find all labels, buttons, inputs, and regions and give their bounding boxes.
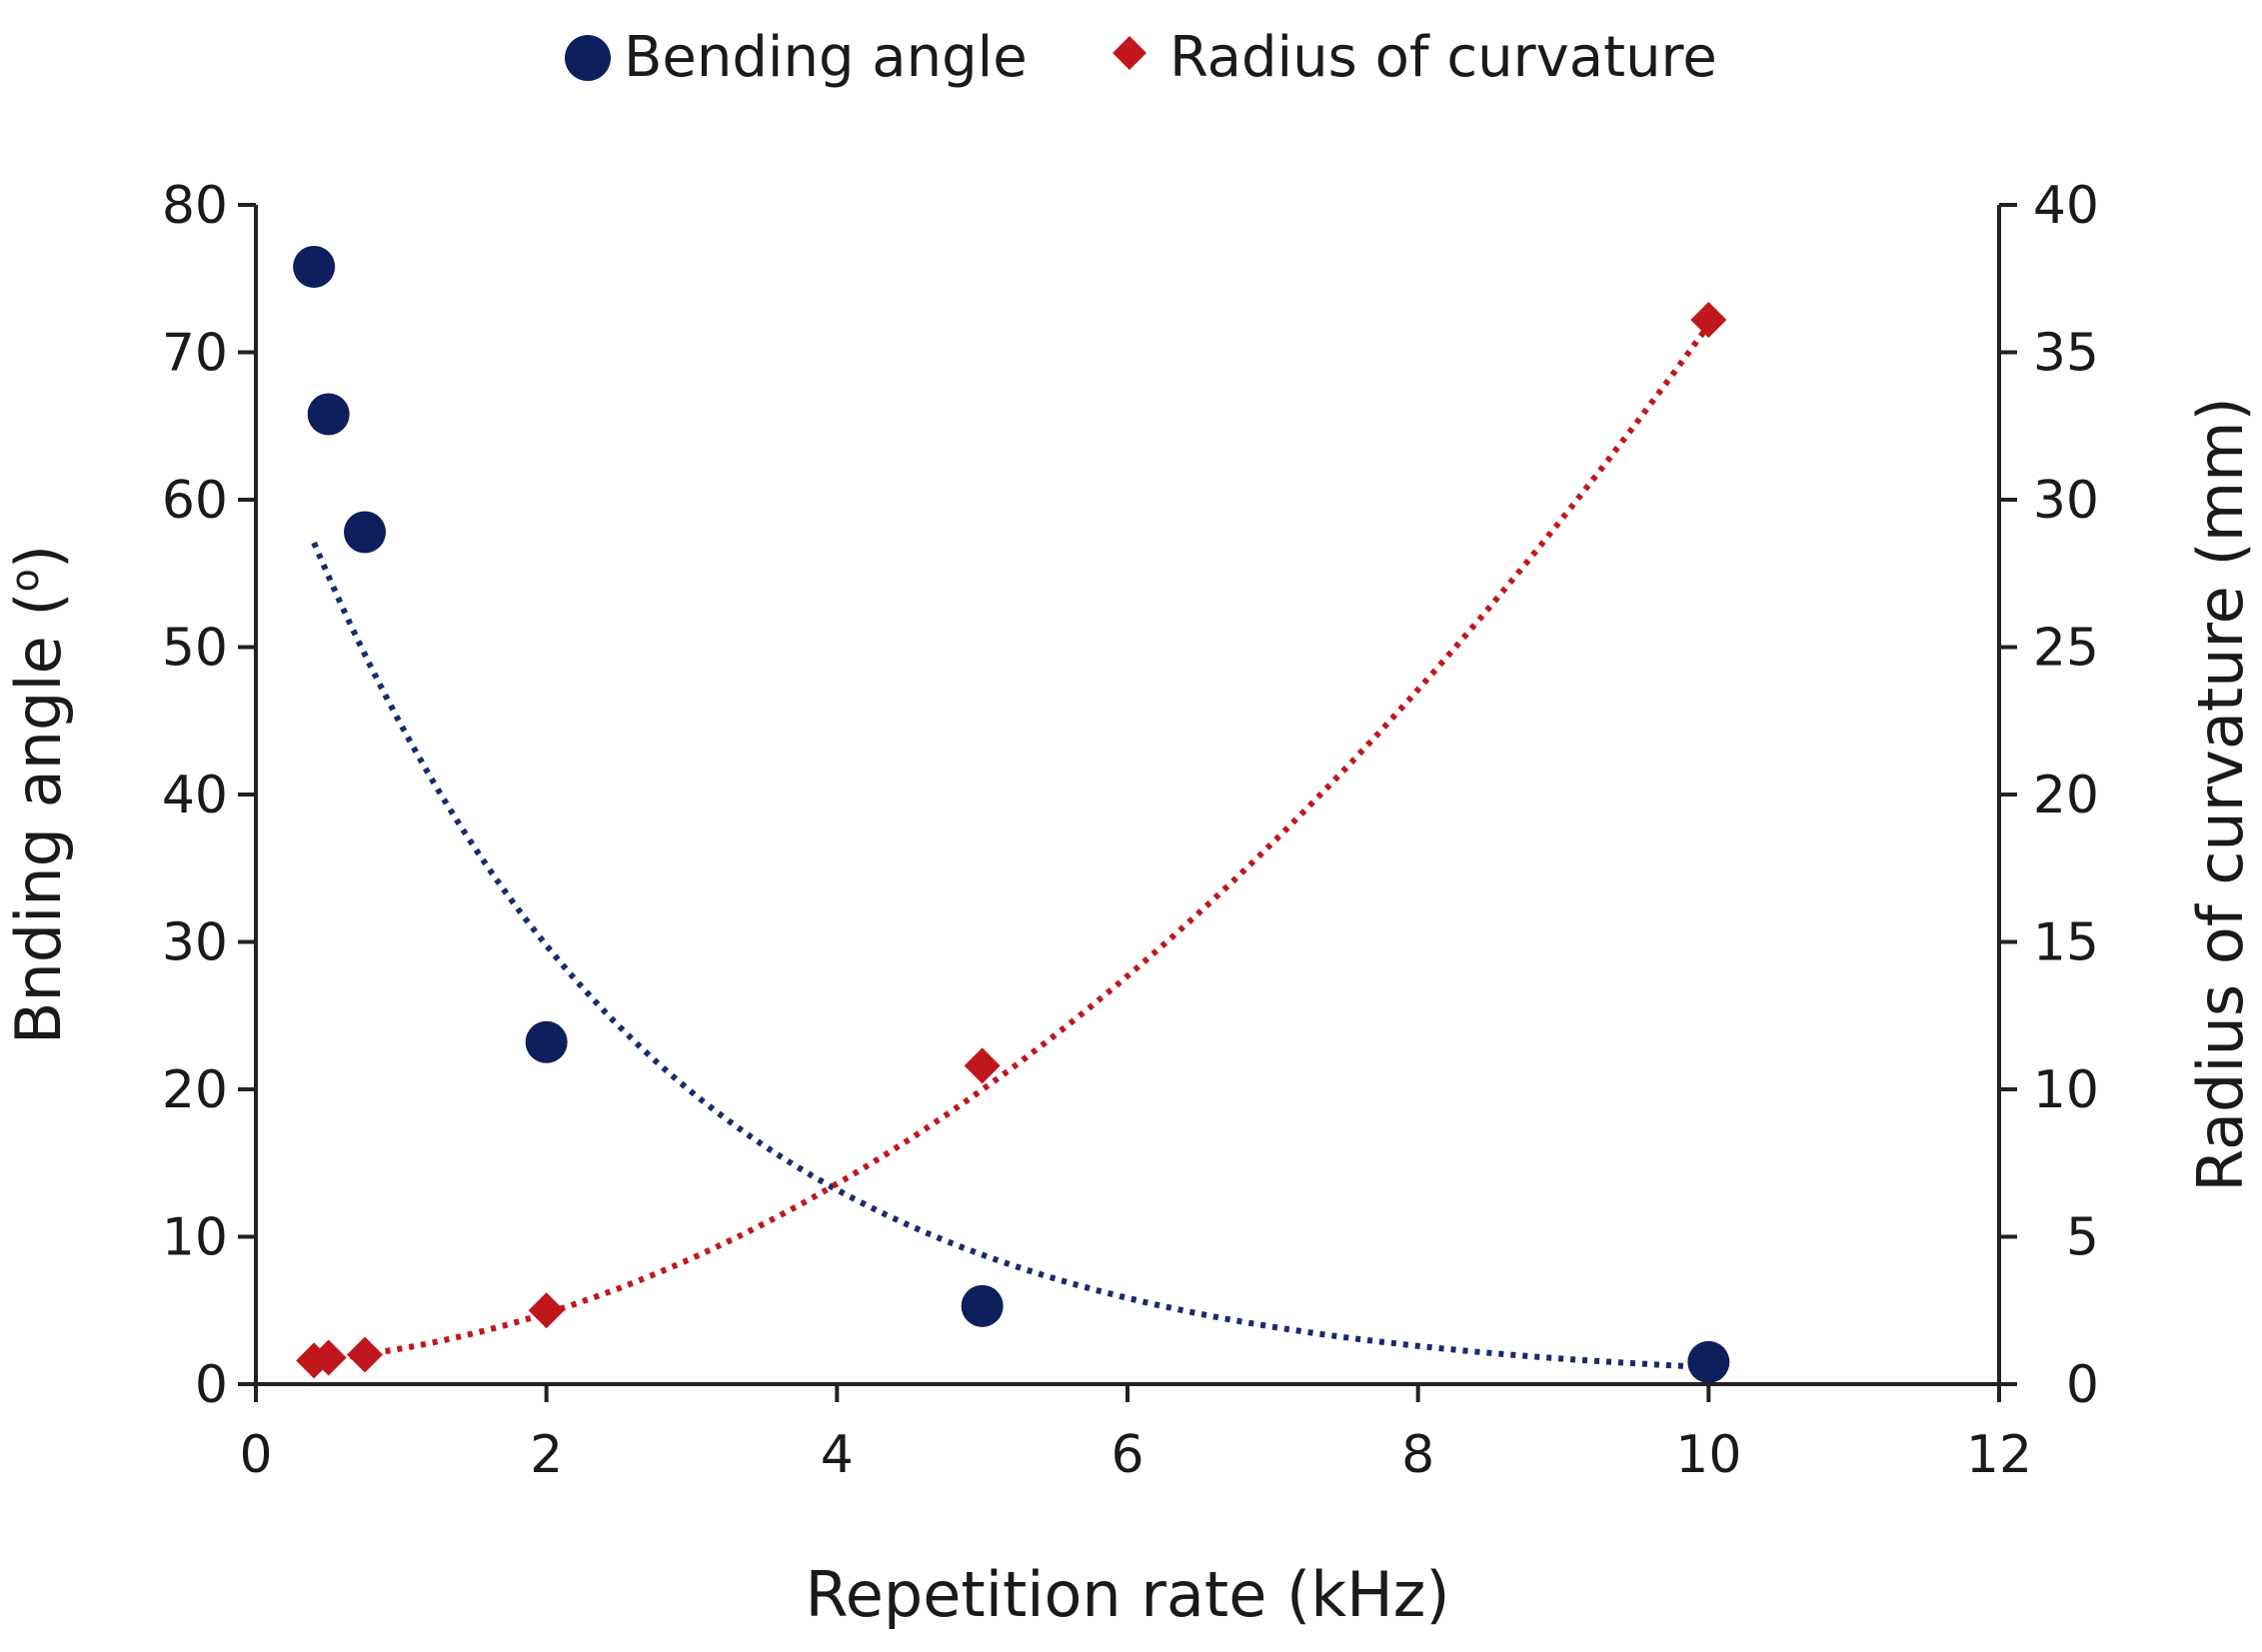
x-tick-label: 8 <box>1401 1425 1434 1485</box>
point-bending-angle <box>344 511 386 554</box>
y-tick-label: 0 <box>195 1355 228 1415</box>
y2-tick-label: 5 <box>2066 1208 2099 1268</box>
point-radius-of-curvature <box>964 1047 1001 1084</box>
point-radius-of-curvature <box>1690 302 1727 339</box>
y-axis-right-title: Radius of curvature (mm) <box>2184 397 2257 1191</box>
y-tick-label: 70 <box>162 324 228 384</box>
legend-marker-circle <box>565 35 611 81</box>
x-tick-label: 0 <box>239 1425 272 1485</box>
x-tick-label: 10 <box>1675 1425 1741 1485</box>
trendline-bending-angle <box>311 541 1709 1371</box>
point-bending-angle <box>293 245 336 288</box>
legend-item-radius-of-curvature: Radius of curvature <box>1113 25 1717 90</box>
y2-tick-label: 20 <box>2033 766 2099 826</box>
y-tick-label: 30 <box>162 913 228 973</box>
y-axis-left-title-main: Bnding angle ( <box>2 592 75 1044</box>
point-bending-angle <box>961 1284 1004 1327</box>
legend-item-bending-angle: Bending angle <box>565 25 1028 90</box>
y2-tick-label: 15 <box>2033 913 2099 973</box>
y-tick-label: 50 <box>162 619 228 679</box>
point-bending-angle <box>525 1020 568 1063</box>
y-axis-left-title-close: ) <box>2 545 75 569</box>
point-radius-of-curvature <box>347 1336 383 1373</box>
axes <box>254 205 2001 1386</box>
x-tick-label: 6 <box>1111 1425 1143 1485</box>
x-axis-title: Repetition rate (kHz) <box>805 1558 1449 1631</box>
trendline-radius-of-curvature <box>313 323 1711 1364</box>
y-tick-label: 10 <box>162 1208 228 1268</box>
y-tick-label: 80 <box>162 176 228 236</box>
x-tick-label: 2 <box>530 1425 563 1485</box>
y2-tick-label: 30 <box>2033 471 2099 531</box>
x-tick-label: 4 <box>821 1425 854 1485</box>
point-radius-of-curvature <box>528 1292 565 1329</box>
y2-tick-label: 40 <box>2033 176 2099 236</box>
y2-tick-label: 10 <box>2033 1060 2099 1120</box>
x-ticks: 0 2 4 6 8 10 12 <box>239 1384 2032 1485</box>
x-tick-label: 12 <box>1966 1425 2032 1485</box>
y-axis-left-title: Bnding angle (o) <box>2 545 75 1044</box>
trendlines <box>311 323 1711 1371</box>
y2-tick-label: 25 <box>2033 619 2099 679</box>
y2-tick-label: 35 <box>2033 324 2099 384</box>
y-tick-label: 40 <box>162 766 228 826</box>
y-ticks-left: 0 10 20 30 40 50 60 70 80 <box>162 176 256 1415</box>
point-bending-angle <box>1687 1340 1730 1383</box>
y-ticks-right: 0 5 10 15 20 25 30 35 40 <box>1999 176 2099 1415</box>
legend: Bending angle Radius of curvature <box>565 25 1717 90</box>
y-tick-label: 20 <box>162 1060 228 1120</box>
data-points <box>293 245 1730 1383</box>
legend-marker-diamond <box>1113 36 1146 70</box>
y2-tick-label: 0 <box>2066 1355 2099 1415</box>
y-tick-label: 60 <box>162 471 228 531</box>
point-radius-of-curvature <box>310 1339 347 1376</box>
legend-label-bending-angle: Bending angle <box>624 25 1028 90</box>
legend-label-radius-of-curvature: Radius of curvature <box>1169 25 1717 90</box>
point-bending-angle <box>307 393 350 436</box>
degree-superscript: o <box>3 569 47 592</box>
